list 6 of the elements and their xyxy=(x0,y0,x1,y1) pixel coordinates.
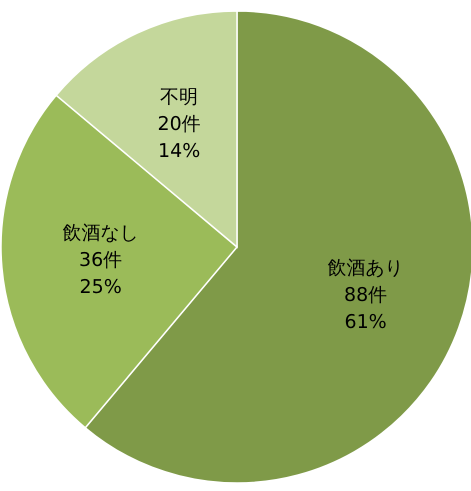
data-label: 88件 61% xyxy=(344,284,388,333)
slice-label: 飲酒あり xyxy=(328,256,404,279)
data-label: 20件 14% xyxy=(158,112,201,162)
slice-label: 不明 xyxy=(160,86,198,108)
data-label: 36件 25% xyxy=(79,248,122,298)
slice-label: 飲酒なし xyxy=(62,222,139,244)
